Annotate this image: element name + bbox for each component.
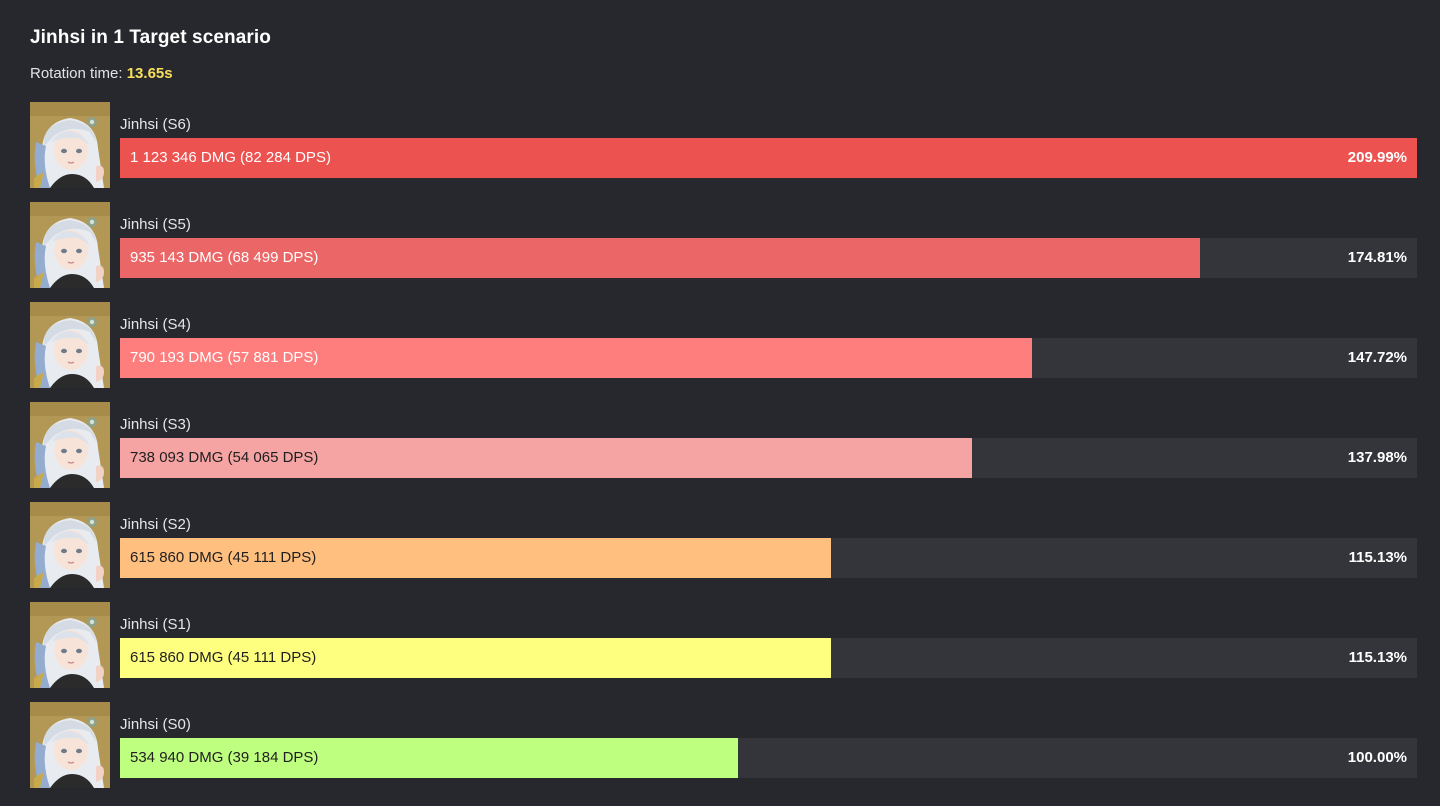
bar-track: 615 860 DMG (45 111 DPS) 115.13%: [120, 638, 1417, 678]
bar-percent-label: 147.72%: [1347, 349, 1407, 366]
bar-track: 935 143 DMG (68 499 DPS) 174.81%: [120, 238, 1417, 278]
bar-label: Jinhsi (S1): [120, 616, 191, 633]
bar-percent-label: 100.00%: [1347, 749, 1407, 766]
bar-percent-label: 115.13%: [1348, 549, 1407, 566]
bar-row: Jinhsi (S5) 935 143 DMG (68 499 DPS) 174.8…: [30, 202, 1417, 288]
bar-row: Jinhsi (S0) 534 940 DMG (39 184 DPS) 100.0…: [30, 702, 1417, 788]
bar-fill: [120, 138, 1417, 178]
bar-row: Jinhsi (S3) 738 093 DMG (54 065 DPS) 137.9…: [30, 402, 1417, 488]
bar-damage-label: 615 860 DMG (45 111 DPS): [130, 649, 317, 666]
chart-title: Jinhsi in 1 Target scenario: [30, 27, 271, 48]
bar-row: Jinhsi (S2) 615 860 DMG (45 111 DPS) 115.1…: [30, 502, 1417, 588]
character-portrait-icon: [30, 202, 110, 288]
bar-fill: [120, 638, 831, 678]
bar-fill: [120, 738, 738, 778]
bar-damage-label: 534 940 DMG (39 184 DPS): [130, 749, 319, 766]
bar-track: 1 123 346 DMG (82 284 DPS) 209.99%: [120, 138, 1417, 178]
bar-row: Jinhsi (S4) 790 193 DMG (57 881 DPS) 147.7…: [30, 302, 1417, 388]
character-portrait-icon: [30, 402, 110, 488]
bar-rows: Jinhsi (S6) 1 123 346 DMG (82 284 DPS) 209…: [30, 102, 1417, 802]
bar-label: Jinhsi (S0): [120, 716, 191, 733]
bar-label: Jinhsi (S5): [120, 216, 191, 233]
character-portrait-icon: [30, 502, 110, 588]
bar-fill: [120, 238, 1200, 278]
character-portrait-icon: [30, 102, 110, 188]
character-portrait-icon: [30, 302, 110, 388]
bar-label: Jinhsi (S6): [120, 116, 191, 133]
bar-row: Jinhsi (S1) 615 860 DMG (45 111 DPS) 115.1…: [30, 602, 1417, 688]
bar-row: Jinhsi (S6) 1 123 346 DMG (82 284 DPS) 209…: [30, 102, 1417, 188]
bar-fill: [120, 538, 831, 578]
character-portrait-icon: [30, 602, 110, 688]
rotation-time-label: Rotation time:: [30, 65, 123, 82]
bar-label: Jinhsi (S3): [120, 416, 191, 433]
character-portrait-icon: [30, 702, 110, 788]
bar-percent-label: 174.81%: [1347, 249, 1407, 266]
bar-fill: [120, 338, 1032, 378]
bar-percent-label: 137.98%: [1347, 449, 1407, 466]
bar-track: 738 093 DMG (54 065 DPS) 137.98%: [120, 438, 1417, 478]
bar-percent-label: 115.13%: [1348, 649, 1407, 666]
bar-damage-label: 935 143 DMG (68 499 DPS): [130, 249, 319, 266]
bar-label: Jinhsi (S4): [120, 316, 191, 333]
bar-damage-label: 790 193 DMG (57 881 DPS): [130, 349, 319, 366]
bar-percent-label: 209.99%: [1347, 149, 1407, 166]
bar-damage-label: 738 093 DMG (54 065 DPS): [130, 449, 319, 466]
rotation-time: Rotation time: 13.65s: [30, 65, 173, 82]
bar-label: Jinhsi (S2): [120, 516, 191, 533]
bar-track: 615 860 DMG (45 111 DPS) 115.13%: [120, 538, 1417, 578]
bar-track: 534 940 DMG (39 184 DPS) 100.00%: [120, 738, 1417, 778]
bar-fill: [120, 438, 972, 478]
rotation-time-value: 13.65s: [126, 65, 173, 82]
bar-track: 790 193 DMG (57 881 DPS) 147.72%: [120, 338, 1417, 378]
bar-damage-label: 1 123 346 DMG (82 284 DPS): [130, 149, 331, 166]
bar-damage-label: 615 860 DMG (45 111 DPS): [130, 549, 317, 566]
